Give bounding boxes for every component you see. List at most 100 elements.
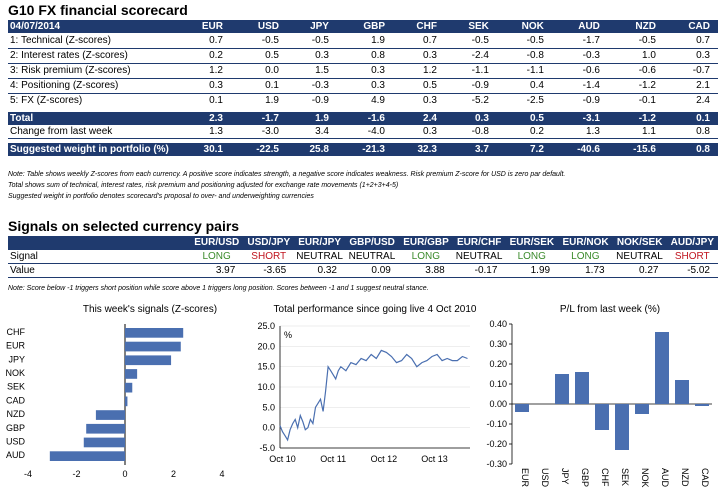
y-tick-label: 0.0 <box>262 423 275 433</box>
bar-eur <box>515 404 529 412</box>
bar-sek <box>125 382 133 393</box>
cell: 0.8 <box>336 47 393 63</box>
cell: NEUTRAL <box>345 249 399 264</box>
cell: -0.5 <box>526 34 544 46</box>
cell: EUR <box>178 20 231 33</box>
cell: 2.1 <box>663 77 718 93</box>
category-label: NOK <box>5 368 25 378</box>
scorecard-header: 04/07/2014 EUR USD JPY GBP CHF SEK NOK AUD NZD CAD <box>8 20 718 33</box>
category-label: AUD <box>660 468 670 488</box>
cell: 1.0 <box>607 47 664 63</box>
cell: 3.97 <box>190 263 244 278</box>
bar-chf <box>595 404 609 430</box>
page-title: G10 FX financial scorecard <box>8 2 188 18</box>
row-label: 4: Positioning (Z-scores) <box>8 77 178 93</box>
cell: 0.1 <box>230 77 287 93</box>
row-label: Suggested weight in portfolio (%) <box>8 143 178 156</box>
cell: LONG <box>505 249 559 264</box>
cell: -5.02 <box>666 263 718 278</box>
cell: GBP <box>336 20 393 33</box>
cell: -1.1 <box>496 62 552 78</box>
cell: -3.0 <box>230 125 287 139</box>
scorecard-table: 04/07/2014 EUR USD JPY GBP CHF SEK NOK AUD NZD CAD… <box>8 20 718 156</box>
cell: -1.2 <box>607 77 664 93</box>
y-tick-label: 10.0 <box>257 382 275 392</box>
cell: -1.1 <box>444 62 497 78</box>
cell: 2.4 <box>663 92 718 108</box>
cell: 0.3 <box>444 112 497 125</box>
cell: 0.2 <box>178 47 231 63</box>
category-label: JPY <box>8 354 25 364</box>
y-tick-label: 5.0 <box>262 402 275 412</box>
cell: 0.3 <box>392 47 445 63</box>
scorecard-row: 5: FX (Z-scores) 0.1 1.9 -0.9 4.9 0.3 -5.2 -2.5… <box>8 92 718 108</box>
x-tick-label: Oct 11 <box>320 454 346 464</box>
y-tick-label: -5.0 <box>259 443 275 453</box>
signals-bar-chart: CHF EUR JPY NOK SEK CAD NZD GBP USD AUD -4 -2 0 2 4 <box>5 324 225 479</box>
scorecard-weight-row: Suggested weight in portfolio (%) 30.1 -22… <box>8 143 718 156</box>
cell: -4.0 <box>336 125 393 139</box>
cell: EUR/JPY <box>294 236 345 250</box>
cell: EUR/SEK <box>505 236 559 250</box>
cell: AUD/JPY <box>666 236 718 250</box>
cell: 3.7 <box>444 143 497 156</box>
row-label: 04/07/2014 <box>8 20 178 33</box>
scorecard-note-3: Suggested weight in portfolio denotes sc… <box>8 193 314 200</box>
scorecard-row: 1: Technical (Z-scores) 0.7 -0.5 -0.5 1.9 0.7… <box>8 33 718 48</box>
cell: 0.0 <box>230 62 287 78</box>
bar-nzd <box>675 380 689 404</box>
x-tick-label: -2 <box>72 469 80 479</box>
row-label: Total <box>8 112 178 125</box>
signals-signal-row: Signal LONG SHORT NEUTRAL NEUTRAL LONG NEUTRAL… <box>8 249 718 264</box>
row-label: Change from last week <box>8 125 178 139</box>
y-tick-label: -0.20 <box>486 439 507 449</box>
cell: 30.1 <box>178 143 231 156</box>
cell: JPY <box>287 20 337 33</box>
cell: -0.5 <box>311 34 329 46</box>
category-label: USD <box>540 468 550 488</box>
cell: SEK <box>444 20 497 33</box>
cell: USD/JPY <box>243 236 295 250</box>
row-label: 5: FX (Z-scores) <box>8 92 178 108</box>
scorecard-row: 3: Risk premium (Z-scores) 1.2 0.0 1.5 0.3 1.… <box>8 62 718 78</box>
bar-gbp <box>86 423 125 434</box>
cell: 0.1 <box>178 92 231 108</box>
cell: 0.4 <box>496 77 552 93</box>
chart1-title: This week's signals (Z-scores) <box>82 304 218 315</box>
cell: -0.6 <box>551 62 608 78</box>
cell: -2.4 <box>444 47 497 63</box>
cell: 1.9 <box>287 112 337 125</box>
cell: -3.1 <box>551 112 608 125</box>
signals-note: Note: Score below -1 triggers short posi… <box>8 285 429 292</box>
cell: -1.6 <box>336 112 393 125</box>
cell: -0.3 <box>551 47 608 63</box>
cell: -5.2 <box>444 92 497 108</box>
cell: 32.3 <box>392 143 445 156</box>
cell: 1.73 <box>558 263 613 278</box>
category-label: CAD <box>700 468 710 488</box>
cell: -0.5 <box>638 34 656 46</box>
cell: NEUTRAL <box>612 249 667 264</box>
bar-aud <box>655 332 669 404</box>
cell: 0.2 <box>496 125 552 139</box>
cell: 3.88 <box>398 263 453 278</box>
row-label: 3: Risk premium (Z-scores) <box>8 62 178 78</box>
row-label <box>8 236 190 250</box>
y-tick-label: -0.10 <box>486 419 507 429</box>
cell: EUR/NOK <box>558 236 613 250</box>
cell: NEUTRAL <box>452 249 506 264</box>
bar-cad <box>125 396 128 407</box>
category-label: NOK <box>640 468 650 488</box>
cell: 0.5 <box>392 77 445 93</box>
cell: CHF <box>392 20 445 33</box>
row-label: 1: Technical (Z-scores) <box>10 34 111 46</box>
cell: 0.7 <box>209 34 223 46</box>
cell: EUR/CHF <box>452 236 506 250</box>
category-label: USD <box>6 436 26 446</box>
cell: 0.3 <box>392 125 445 139</box>
cell: EUR/GBP <box>398 236 453 250</box>
cell: GBP/USD <box>345 236 399 250</box>
cell: -2.5 <box>496 92 552 108</box>
cell: LONG <box>398 249 453 264</box>
cell: -1.7 <box>230 112 287 125</box>
